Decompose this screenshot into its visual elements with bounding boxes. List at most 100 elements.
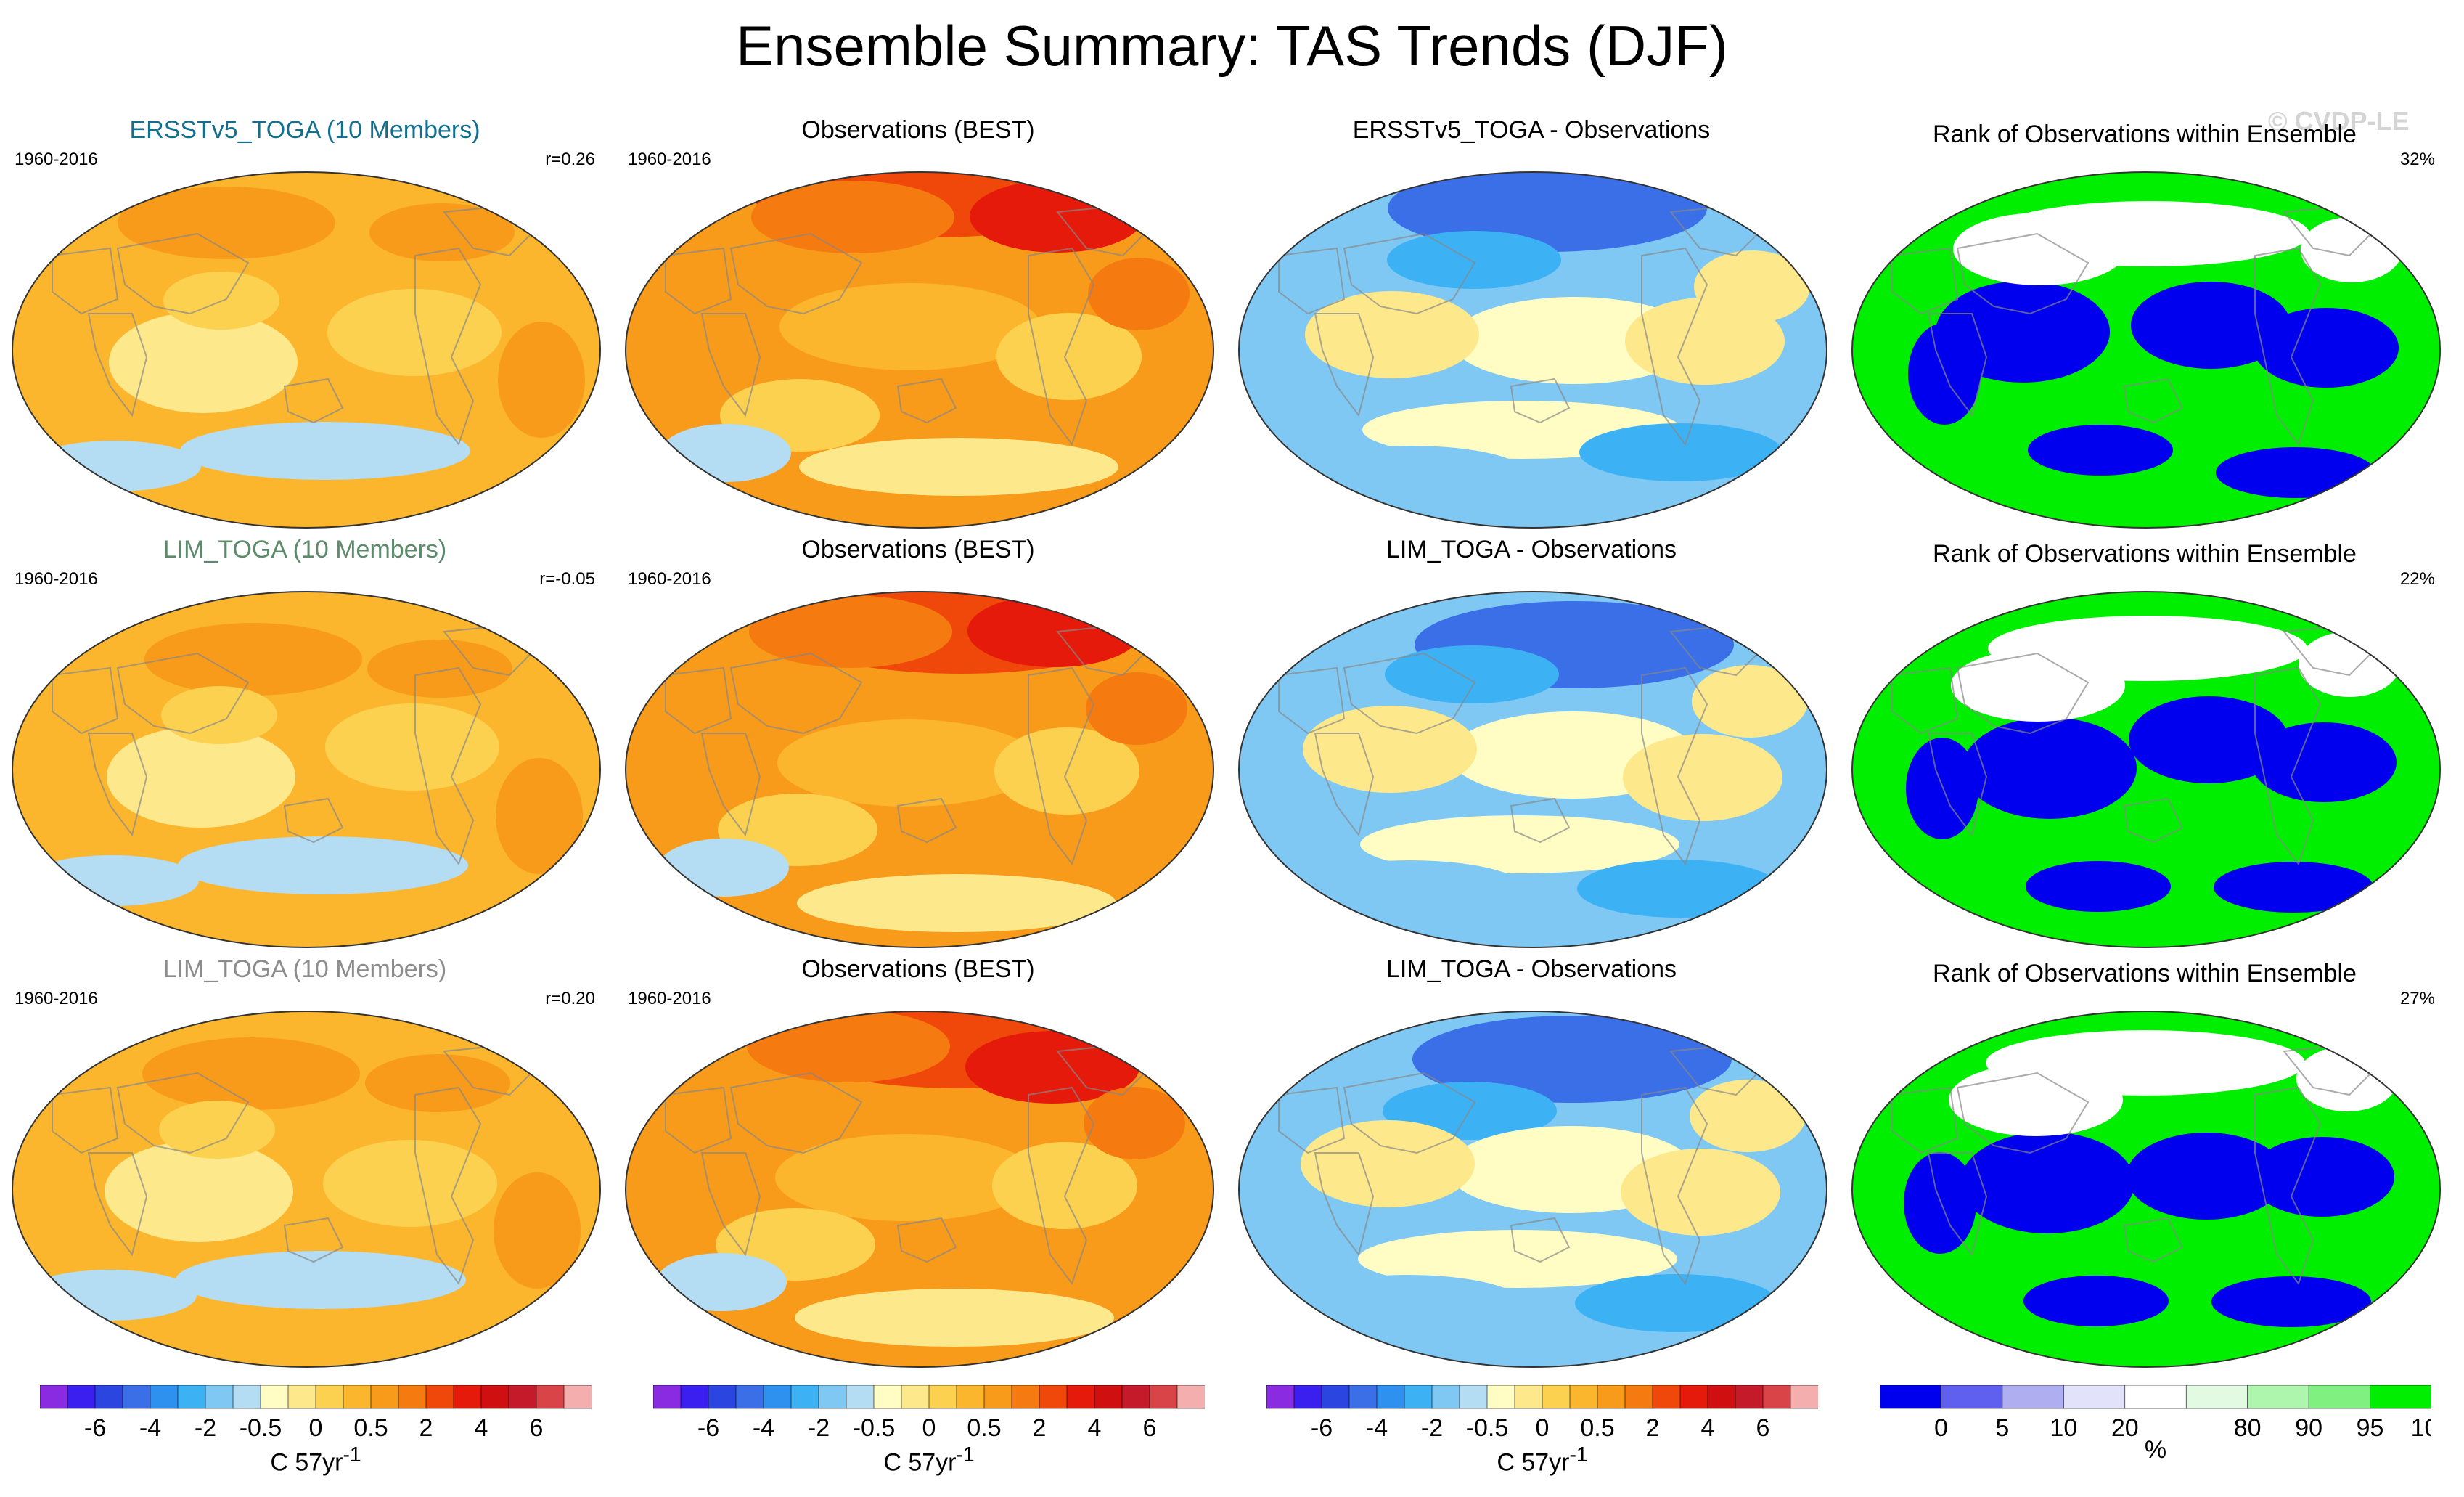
period-label: 1960-2016 bbox=[628, 989, 711, 1008]
coastline bbox=[1028, 247, 1095, 446]
field-patch bbox=[365, 1054, 510, 1112]
field-patch bbox=[1293, 860, 1526, 918]
coastline bbox=[2254, 247, 2322, 446]
coastline bbox=[700, 313, 761, 417]
coastline bbox=[700, 733, 761, 837]
colorbar-tick-label: 95 bbox=[2357, 1414, 2384, 1442]
field-patch bbox=[1694, 250, 1810, 323]
colorbar-swatch bbox=[232, 1385, 261, 1409]
obs-trend-map bbox=[625, 1011, 1214, 1368]
field-patch bbox=[1412, 1016, 1732, 1103]
coastline bbox=[2123, 378, 2184, 424]
coastline bbox=[2254, 1086, 2322, 1286]
field-patch bbox=[749, 595, 952, 668]
colorbar-swatch bbox=[315, 1385, 344, 1409]
coastline bbox=[1314, 313, 1375, 417]
period-label: 1960-2016 bbox=[628, 150, 711, 169]
rank-map bbox=[1851, 1011, 2441, 1368]
colorbar-swatch bbox=[2063, 1385, 2126, 1409]
colorbar-swatch bbox=[260, 1385, 289, 1409]
coastline bbox=[896, 378, 957, 424]
map-outline bbox=[1851, 1011, 2441, 1368]
colorbar-swatch bbox=[1431, 1385, 1460, 1409]
colorbar-swatch bbox=[1652, 1385, 1681, 1409]
colorbar-tick-label: 0.5 bbox=[967, 1414, 1001, 1442]
field-patch bbox=[109, 311, 298, 413]
coastline bbox=[1927, 313, 1988, 417]
colorbar-tick-label: 2 bbox=[419, 1414, 433, 1442]
coastline bbox=[283, 797, 344, 844]
coastline bbox=[1343, 1072, 1476, 1154]
panel-title: LIM_TOGA - Observations bbox=[1386, 955, 1677, 983]
panel-title: Observations (BEST) bbox=[801, 955, 1035, 983]
colorbar-swatch bbox=[1679, 1385, 1708, 1409]
colorbar-swatch bbox=[2185, 1385, 2248, 1409]
coastline bbox=[1927, 733, 1988, 837]
colorbar-swatch bbox=[1542, 1385, 1571, 1409]
rank-map bbox=[1851, 171, 2441, 529]
colorbar-swatch bbox=[1735, 1385, 1764, 1409]
period-label: 1960-2016 bbox=[628, 569, 711, 589]
colorbar-swatch bbox=[818, 1385, 847, 1409]
colorbar-obs: -6 -4 -2 -0.5 0 0.5 2 4 6 C 57yr-1 bbox=[653, 1385, 1205, 1494]
field-patch bbox=[1962, 717, 2137, 819]
field-patch bbox=[105, 1141, 293, 1242]
coastline bbox=[116, 652, 250, 735]
field-patch bbox=[747, 1011, 950, 1082]
coastline bbox=[1314, 1152, 1375, 1257]
field-patch bbox=[1908, 323, 1981, 425]
coastline bbox=[2123, 797, 2184, 844]
map-outline bbox=[12, 591, 601, 948]
field-patch bbox=[159, 1101, 275, 1159]
colorbar-swatch bbox=[1762, 1385, 1791, 1409]
colorbar-swatch bbox=[1597, 1385, 1626, 1409]
field-patch bbox=[2023, 1276, 2169, 1326]
period-label: 1960-2016 bbox=[15, 569, 98, 589]
coastline bbox=[1028, 1086, 1095, 1286]
colorbar-swatch bbox=[177, 1385, 206, 1409]
colorbar-unit: C 57yr-1 bbox=[883, 1443, 975, 1477]
field-patch bbox=[970, 180, 1144, 253]
colorbar-swatch bbox=[1149, 1385, 1178, 1409]
colorbar-swatch bbox=[1121, 1385, 1150, 1409]
colorbar-tick-label: -2 bbox=[1421, 1414, 1443, 1442]
coastline bbox=[52, 666, 119, 735]
colorbar-swatch bbox=[1321, 1385, 1350, 1409]
colorbar-swatch bbox=[2247, 1385, 2309, 1409]
panel-title: Rank of Observations within Ensemble bbox=[1933, 540, 2357, 568]
correlation-label: r=0.20 bbox=[545, 989, 595, 1008]
field-patch bbox=[777, 719, 1039, 807]
coastline bbox=[87, 733, 148, 837]
coastline bbox=[1956, 652, 2090, 735]
colorbar-swatch bbox=[1880, 1385, 1942, 1409]
coastline bbox=[414, 666, 482, 866]
field-patch bbox=[1936, 281, 2110, 383]
field-patch bbox=[2296, 1046, 2398, 1111]
panel-title: LIM_TOGA - Observations bbox=[1386, 536, 1677, 563]
colorbar-swatch bbox=[1941, 1385, 2003, 1409]
field-patch bbox=[118, 187, 335, 259]
field-patch bbox=[2131, 282, 2291, 369]
field-patch bbox=[369, 203, 515, 261]
panel-obs-row2: Observations (BEST) 1960-2016 bbox=[613, 536, 1223, 957]
colorbar-swatch bbox=[2308, 1385, 2371, 1409]
colorbar-swatch bbox=[680, 1385, 709, 1409]
field-patch bbox=[1906, 738, 1978, 839]
field-patch bbox=[2211, 1276, 2371, 1327]
colorbar-swatch bbox=[480, 1385, 509, 1409]
field-patch bbox=[2251, 722, 2397, 802]
panel-rank-row1: Rank of Observations within Ensemble 32% bbox=[1840, 116, 2449, 537]
coastline bbox=[1343, 652, 1476, 735]
model-trend-map bbox=[12, 591, 601, 948]
map-outline bbox=[1238, 591, 1827, 948]
field-patch bbox=[25, 855, 199, 906]
colorbar-unit: % bbox=[2144, 1436, 2167, 1464]
field-patch bbox=[161, 686, 277, 744]
coastline bbox=[414, 247, 482, 446]
colorbar-tick-label: 6 bbox=[530, 1414, 544, 1442]
field-patch bbox=[1358, 1230, 1677, 1288]
colorbar-tick-label: 2 bbox=[1646, 1414, 1660, 1442]
colorbar-tick-label: -4 bbox=[139, 1414, 161, 1442]
field-patch bbox=[496, 758, 583, 874]
map-outline bbox=[625, 591, 1214, 948]
